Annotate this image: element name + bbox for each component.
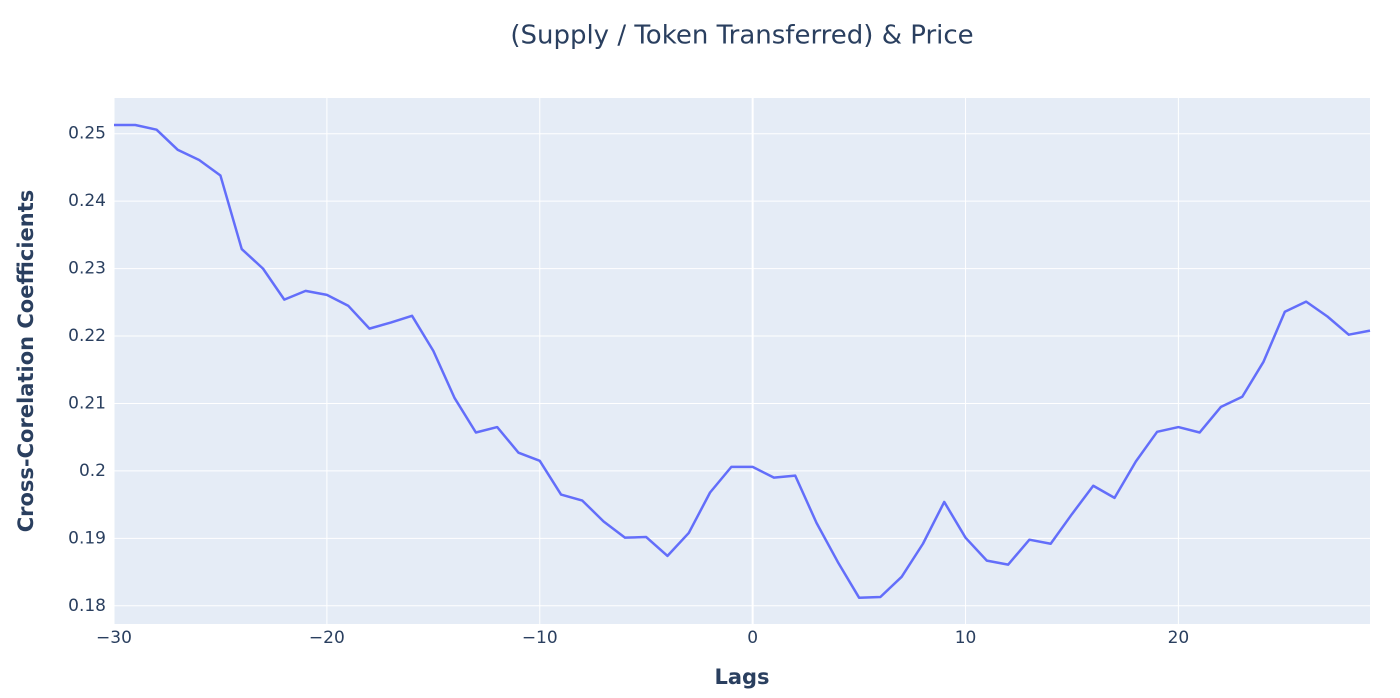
x-tick-label: −10 [522, 628, 558, 648]
x-tick-label: −30 [96, 628, 132, 648]
plot-area [114, 98, 1370, 624]
y-tick-label: 0.19 [68, 528, 106, 548]
x-axis-title: Lags [714, 665, 769, 689]
x-tick-label: 10 [955, 628, 977, 648]
y-tick-label: 0.21 [68, 393, 106, 413]
y-tick-label: 0.2 [79, 461, 106, 481]
y-tick-label: 0.23 [68, 259, 106, 279]
line-series [114, 123, 1371, 599]
x-tick-label: 20 [1168, 628, 1190, 648]
chart-title: (Supply / Token Transferred) & Price [510, 21, 973, 51]
y-tick-label: 0.18 [68, 596, 106, 616]
y-axis-title: Cross-Corelation Coefficients [14, 190, 38, 533]
y-tick-label: 0.25 [68, 124, 106, 144]
y-tick-label: 0.22 [68, 326, 106, 346]
y-tick-label: 0.24 [68, 191, 106, 211]
x-tick-label: −20 [309, 628, 345, 648]
x-tick-label: 0 [747, 628, 758, 648]
